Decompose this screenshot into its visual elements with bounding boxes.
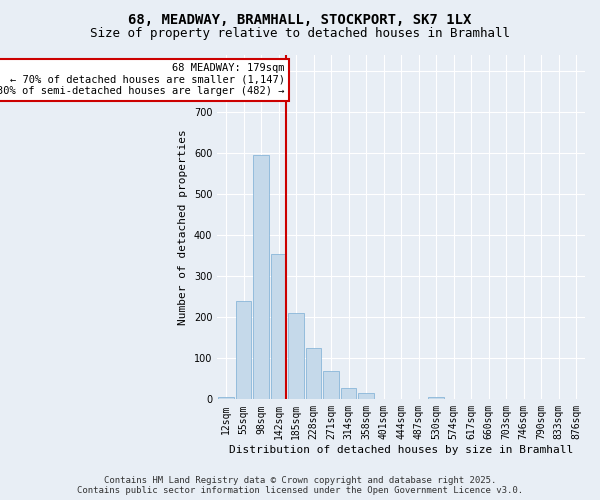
- Y-axis label: Number of detached properties: Number of detached properties: [178, 130, 188, 325]
- Bar: [271, 254, 286, 400]
- Text: 68 MEADWAY: 179sqm
← 70% of detached houses are smaller (1,147)
30% of semi-deta: 68 MEADWAY: 179sqm ← 70% of detached hou…: [0, 63, 284, 96]
- Bar: [218, 398, 234, 400]
- Bar: [358, 393, 374, 400]
- Text: Contains HM Land Registry data © Crown copyright and database right 2025.
Contai: Contains HM Land Registry data © Crown c…: [77, 476, 523, 495]
- Bar: [323, 372, 339, 400]
- X-axis label: Distribution of detached houses by size in Bramhall: Distribution of detached houses by size …: [229, 445, 573, 455]
- Bar: [236, 301, 251, 400]
- Bar: [288, 313, 304, 400]
- Bar: [305, 348, 322, 400]
- Bar: [341, 388, 356, 400]
- Text: Size of property relative to detached houses in Bramhall: Size of property relative to detached ho…: [90, 28, 510, 40]
- Bar: [428, 398, 444, 400]
- Text: 68, MEADWAY, BRAMHALL, STOCKPORT, SK7 1LX: 68, MEADWAY, BRAMHALL, STOCKPORT, SK7 1L…: [128, 12, 472, 26]
- Bar: [253, 156, 269, 400]
